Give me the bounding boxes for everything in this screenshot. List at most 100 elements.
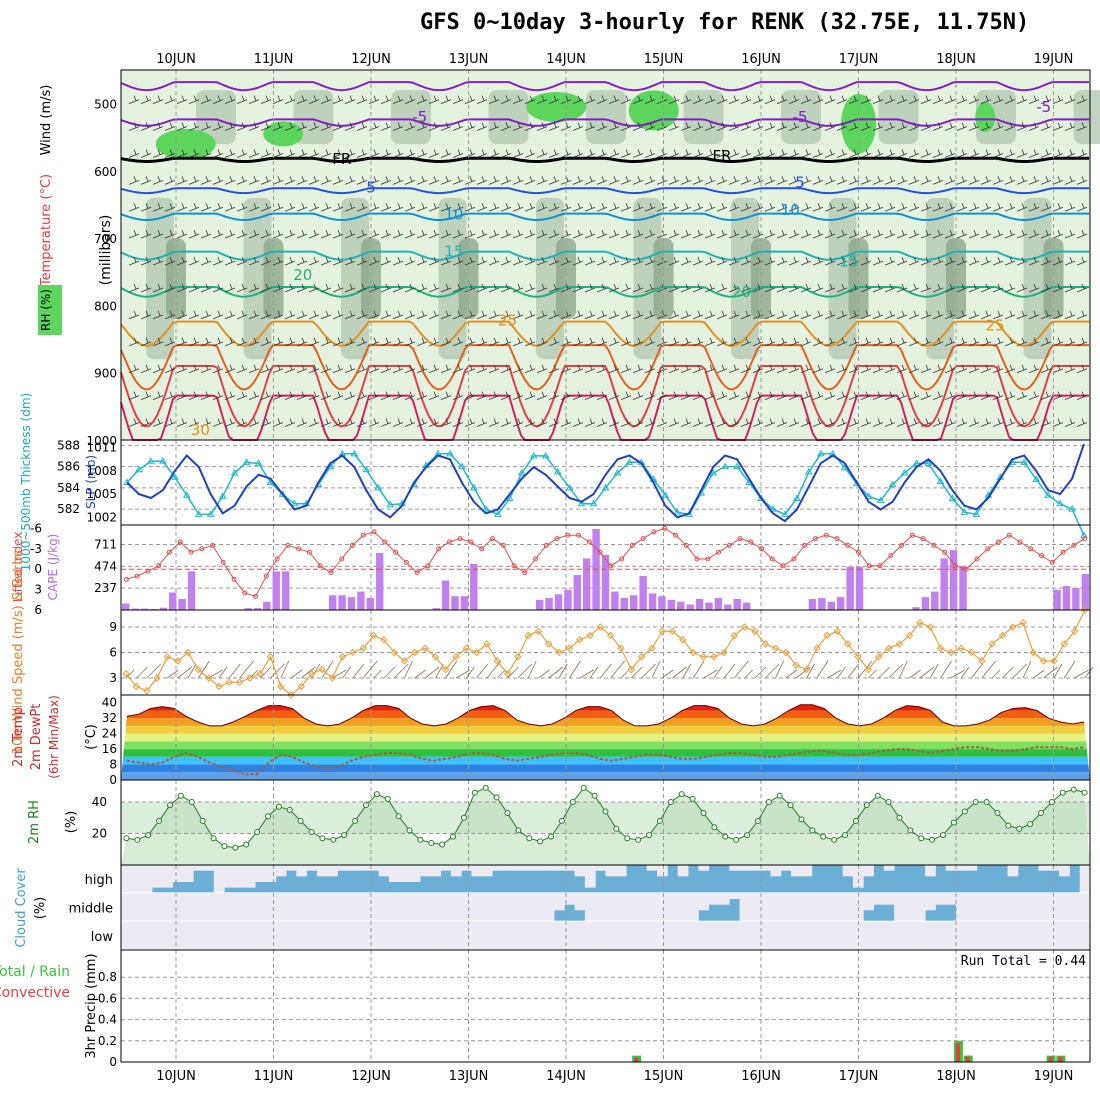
cloud-clear-cell xyxy=(207,922,218,950)
cloud-clear-cell xyxy=(430,893,441,921)
run-total-label: Run Total = 0.44 xyxy=(961,954,1086,969)
wind-barb xyxy=(951,670,965,678)
cloud-clear-cell xyxy=(781,865,792,871)
cloud-clear-cell xyxy=(562,922,573,950)
cloud-clear-cell xyxy=(647,865,658,871)
rh-marker xyxy=(396,814,401,819)
cloud-clear-cell xyxy=(214,865,225,893)
cloud-clear-cell xyxy=(482,865,493,876)
cape-bar xyxy=(696,599,703,610)
li-tick: -3 xyxy=(30,542,42,556)
wind-barb xyxy=(683,664,691,678)
cloud-clear-cell xyxy=(554,865,565,871)
cloud-clear-cell xyxy=(430,865,441,876)
cloud-clear-cell xyxy=(552,922,563,950)
cloud-clear-cell xyxy=(740,865,751,871)
wind-barb xyxy=(776,661,784,678)
pressure-axis-label: (millibars) xyxy=(98,215,114,286)
li-tick: 0 xyxy=(34,562,42,576)
cloud-clear-cell xyxy=(250,922,261,950)
cloud-clear-cell xyxy=(234,893,245,921)
rh-marker xyxy=(581,785,586,790)
rh-unit-label: (%) xyxy=(64,811,79,834)
contour-label: 15 xyxy=(444,243,463,261)
cape-bar xyxy=(461,596,468,610)
cloud-clear-cell xyxy=(461,893,472,921)
cloud-clear-cell xyxy=(368,865,379,871)
cloud-clear-cell xyxy=(789,922,800,950)
rh-marker xyxy=(766,800,771,805)
cloud-clear-cell xyxy=(131,865,142,893)
cloud-clear-cell xyxy=(234,865,245,888)
contour-label: -5 xyxy=(793,108,808,126)
cape-bar xyxy=(357,592,364,610)
cloud-clear-cell xyxy=(657,893,668,921)
temp-tick: 8 xyxy=(109,758,117,772)
temp-panel xyxy=(121,695,1090,780)
cloud-clear-cell xyxy=(276,893,287,921)
rh-marker xyxy=(1006,823,1011,828)
cloud-clear-cell xyxy=(389,893,400,921)
cloud-clear-cell xyxy=(399,865,410,882)
cape-bar xyxy=(1072,588,1079,610)
cloud-clear-cell xyxy=(799,922,810,950)
rh-marker xyxy=(734,837,739,842)
wind-barb xyxy=(425,667,439,678)
cloud-clear-cell xyxy=(451,865,462,876)
cloud-clear-cell xyxy=(1069,893,1080,921)
cape-bar xyxy=(828,602,835,610)
cloud-clear-cell xyxy=(471,893,482,921)
cloud-clear-cell xyxy=(265,893,276,921)
cloud-clear-cell xyxy=(224,865,235,888)
date-label-bottom: 18JUN xyxy=(936,1069,976,1084)
cloud-clear-cell xyxy=(173,893,184,921)
cape-bar xyxy=(188,571,195,610)
thickness-tick: 582 xyxy=(57,502,80,516)
wind-barb xyxy=(755,667,766,678)
contour-label: 15 xyxy=(839,253,858,271)
contour-label: 5 xyxy=(795,173,805,191)
wind-barb xyxy=(1002,667,1013,678)
cape-bar xyxy=(329,595,336,610)
temp-tick: 0 xyxy=(109,773,117,787)
cloud-clear-cell xyxy=(368,893,379,921)
cape-bar xyxy=(809,599,816,610)
wind-barb xyxy=(786,670,797,678)
cloud-clear-cell xyxy=(925,865,936,876)
wind-barb xyxy=(343,667,351,678)
cloud-clear-cell xyxy=(218,922,229,950)
temp-axis-label-1: 2m Temp xyxy=(11,707,26,767)
cloud-clear-cell xyxy=(444,922,455,950)
date-label-top: 12JUN xyxy=(351,52,391,67)
rh-marker xyxy=(799,817,804,822)
cloud-clear-cell xyxy=(466,922,477,950)
wind-barb xyxy=(374,670,382,678)
cloud-clear-cell xyxy=(544,893,555,921)
wind-barb xyxy=(971,664,982,678)
cloud-clear-cell xyxy=(196,922,207,950)
cloud-clear-cell xyxy=(390,922,401,950)
cloud-clear-cell xyxy=(389,865,400,882)
rh-marker xyxy=(549,834,554,839)
cloud-panel xyxy=(121,865,1091,950)
wind-barb xyxy=(580,670,594,678)
cloud-clear-cell xyxy=(183,893,194,921)
temp-tick: 40 xyxy=(102,696,117,710)
cloud-clear-cell xyxy=(455,922,466,950)
contour-label: 5 xyxy=(366,179,376,197)
cloud-clear-cell xyxy=(1008,893,1019,921)
cloud-clear-cell xyxy=(770,865,781,876)
cloud-clear-cell xyxy=(647,893,658,921)
cloud-clear-cell xyxy=(1049,893,1060,921)
precip-conv-bar xyxy=(1058,1057,1062,1062)
wind-barb xyxy=(765,664,779,678)
cloud-clear-cell xyxy=(667,893,678,921)
date-label-top: 10JUN xyxy=(156,52,196,67)
cloud-clear-cell xyxy=(513,865,524,871)
cape-panel xyxy=(121,525,1090,610)
rh-marker xyxy=(244,842,249,847)
cloud-unit-label: (%) xyxy=(33,897,48,920)
cloud-clear-cell xyxy=(1047,922,1058,950)
slp-tick: 1011 xyxy=(86,441,117,455)
